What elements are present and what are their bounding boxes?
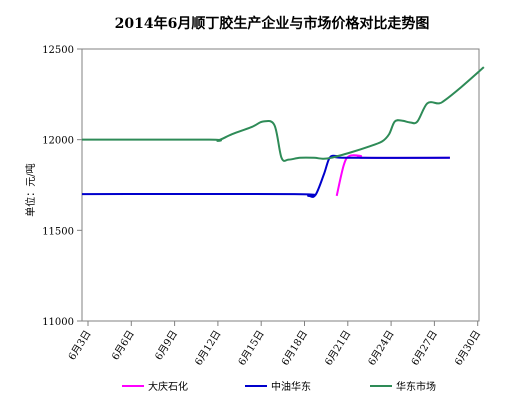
y-axis: 11000 11500 12000 12500 [42,45,82,328]
y-axis-label: 单位：元/吨 [24,163,37,216]
x-tick-label: 6月9日 [153,328,181,362]
x-tick-label: 6月3日 [66,328,94,362]
y-tick-label: 12500 [42,45,74,56]
x-tick-label: 6月30日 [452,328,483,368]
x-axis: 6月3日 6月6日 6月9日 6月12日 6月15日 6月18日 6月21日 6月24日 6月2… [66,321,483,368]
x-tick-label: 6月21日 [322,328,353,368]
x-tick-label: 6月12日 [193,328,224,368]
x-tick-label: 6月15日 [236,328,267,368]
plot-area [81,48,480,322]
y-tick-label: 11500 [42,226,74,237]
legend-label-1: 中油华东 [271,380,311,393]
y-tick-label: 11000 [42,317,74,328]
x-tick-label: 6月27日 [409,328,440,368]
x-tick-label: 6月18日 [279,328,310,368]
plot-border [81,48,480,322]
series-line-0 [335,154,450,197]
y-tick-label: 12000 [42,136,74,147]
legend-label-2: 华东市场 [396,380,436,393]
series-line-2 [81,66,485,162]
series-line-1 [81,154,450,198]
legend: 大庆石化 中油华东 华东市场 [122,380,436,393]
x-tick-label: 6月24日 [366,328,397,368]
chart-title: 2014年6月顺丁胶生产企业与市场价格对比走势图 [115,15,430,32]
series-lines [81,66,485,198]
x-tick-label: 6月6日 [109,328,137,362]
legend-label-0: 大庆石化 [148,380,188,393]
